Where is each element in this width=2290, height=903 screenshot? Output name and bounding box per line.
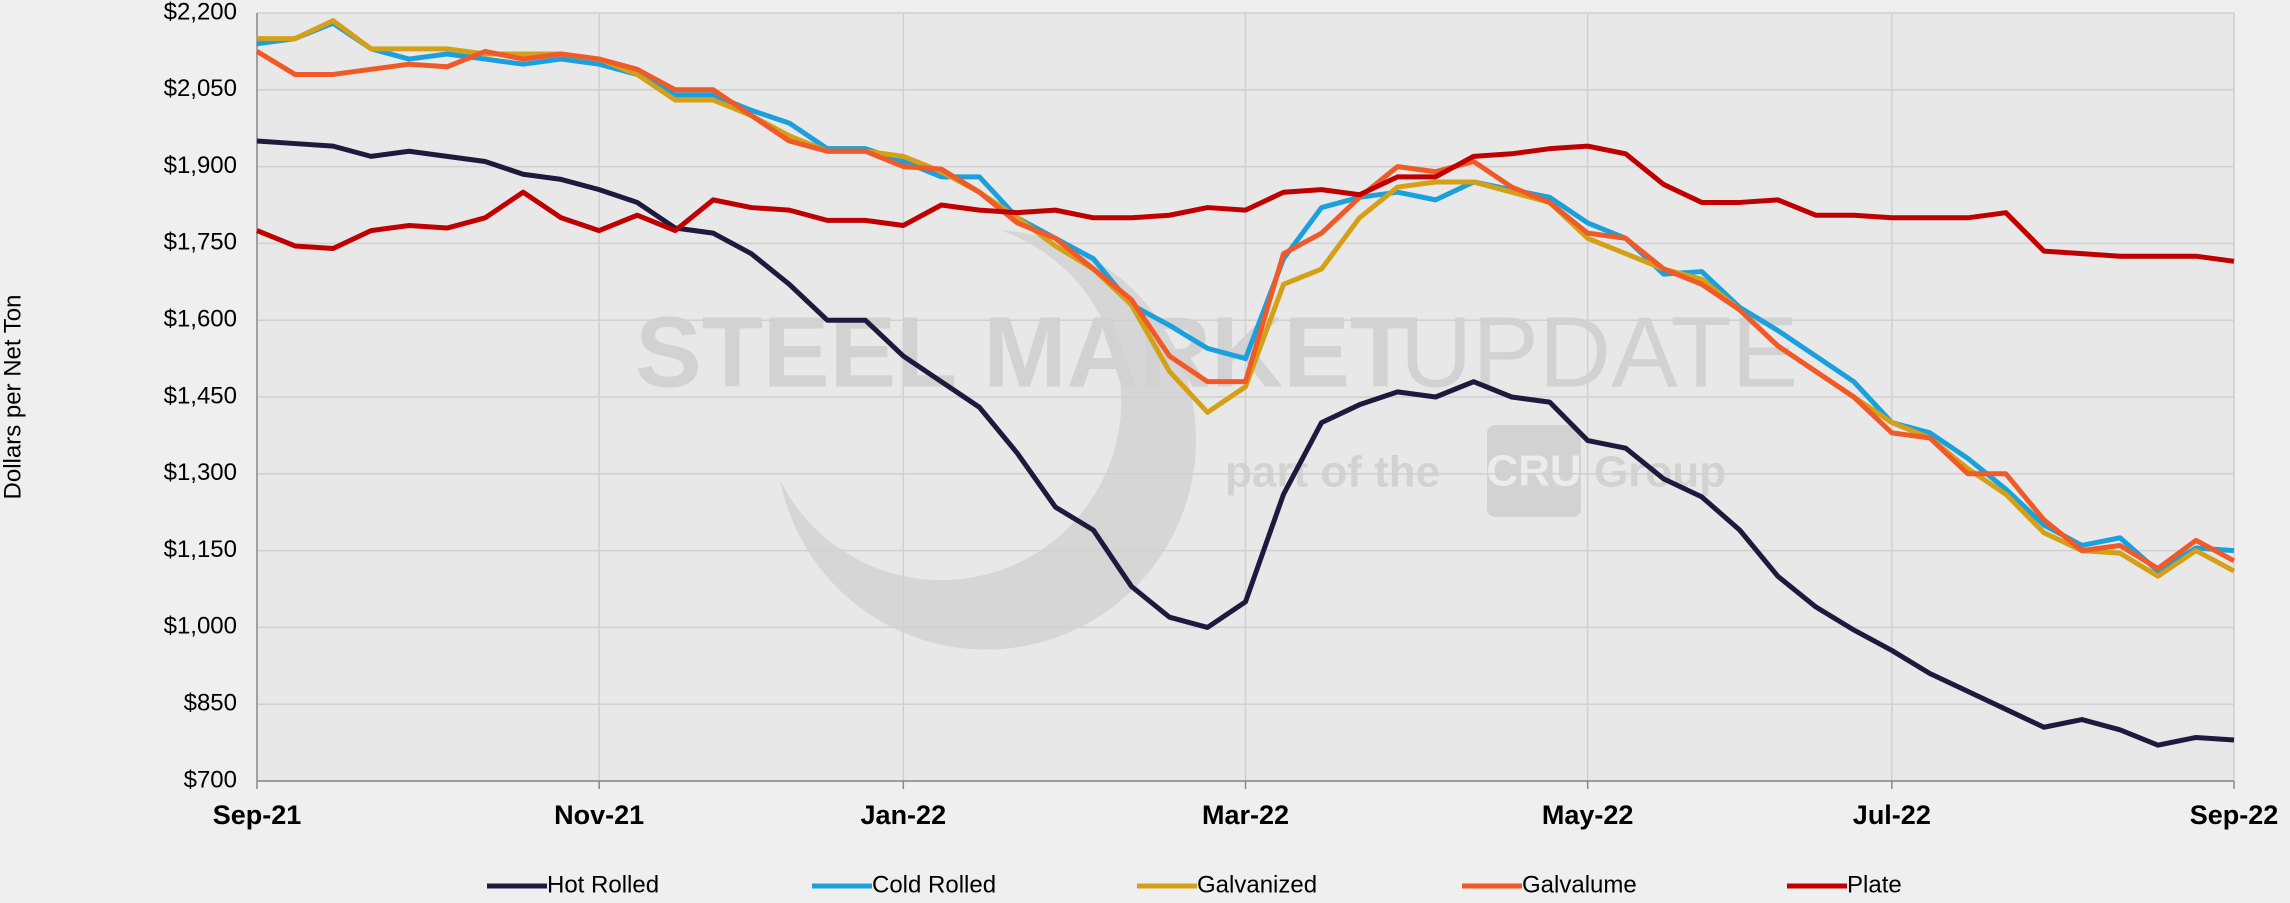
x-tick-label: Sep-22	[2190, 800, 2279, 830]
y-tick-label: $1,450	[164, 382, 237, 409]
y-tick-label: $1,000	[164, 613, 237, 640]
x-tick-label: Mar-22	[1202, 800, 1289, 830]
x-tick-label: Jan-22	[861, 800, 947, 830]
legend-label: Cold Rolled	[872, 871, 996, 898]
y-tick-label: $700	[184, 766, 237, 793]
y-tick-label: $1,750	[164, 229, 237, 256]
y-tick-label: $2,050	[164, 75, 237, 102]
watermark: STEEL MARKET UPDATE part of the CRU Grou…	[635, 230, 1798, 650]
line-series	[255, 48, 2236, 572]
legend-label: Hot Rolled	[547, 871, 659, 898]
watermark-title: UPDATE	[1400, 296, 1798, 408]
y-tick-label: $850	[184, 690, 237, 717]
legend-label: Plate	[1847, 871, 1902, 898]
line-series	[256, 138, 2235, 748]
y-tick-label: $1,900	[164, 152, 237, 179]
watermark-text: Group	[1594, 448, 1726, 497]
y-tick-label: $1,600	[164, 306, 237, 333]
watermark-text: part of the	[1225, 448, 1440, 497]
y-axis-label: Dollars per Net Ton	[0, 295, 26, 500]
watermark-title: STEEL MARKET	[635, 296, 1411, 408]
x-tick-label: May-22	[1542, 800, 1634, 830]
x-tick-label: Nov-21	[554, 800, 644, 830]
line-series	[256, 143, 2235, 264]
y-tick-label: $1,300	[164, 459, 237, 486]
watermark-logo-box	[1487, 425, 1581, 517]
legend-label: Galvalume	[1522, 871, 1637, 898]
legend-label: Galvanized	[1197, 871, 1317, 898]
x-tick-label: Jul-22	[1853, 800, 1931, 830]
watermark-logo: CRU	[1486, 447, 1581, 496]
y-tick-label: $1,150	[164, 536, 237, 563]
watermark-swoosh	[780, 230, 1197, 650]
y-tick-label: $2,200	[164, 0, 237, 25]
x-tick-label: Sep-21	[213, 800, 302, 830]
